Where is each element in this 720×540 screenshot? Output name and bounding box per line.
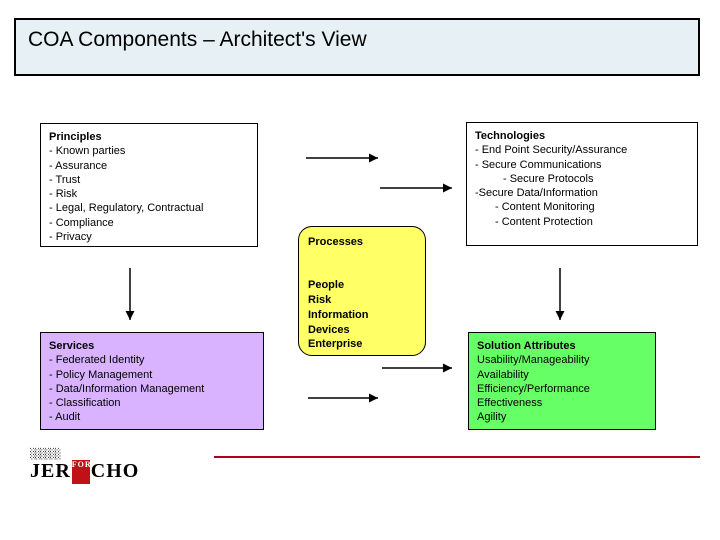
logo-left: JER (30, 460, 71, 482)
jericho-logo: ░░░░░░ JERFORUMCHO (30, 452, 139, 484)
footer-rule (214, 456, 700, 458)
logo-forum-icon: FORUM (72, 460, 90, 484)
logo-dots-icon: ░░░░░░ (30, 452, 139, 458)
logo-right: CHO (91, 460, 140, 482)
